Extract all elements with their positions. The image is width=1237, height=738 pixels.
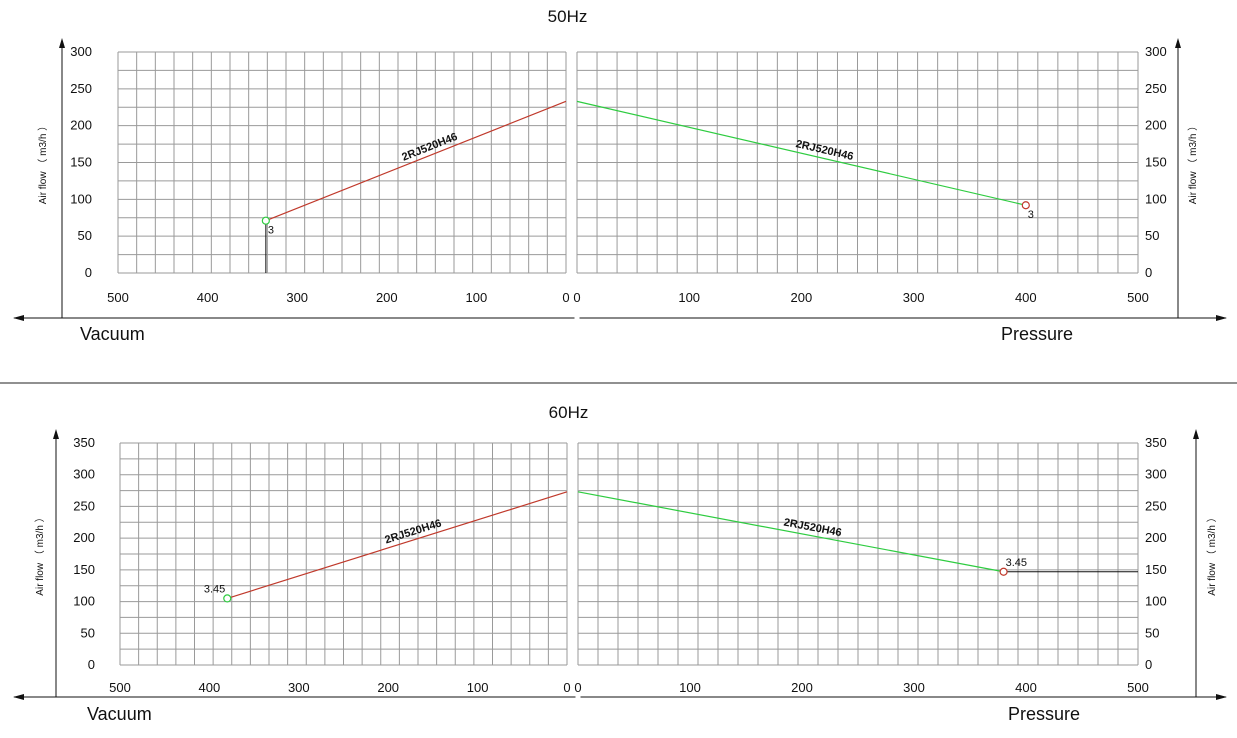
pressure-label: Pressure — [1008, 704, 1080, 724]
y-axis-label-right: Air flow （ m3/h ） — [1187, 121, 1199, 204]
vacuum-x-tick-label: 0 — [563, 680, 570, 695]
vacuum-x-tick-label: 300 — [286, 290, 308, 305]
vacuum-label: Vacuum — [80, 324, 145, 344]
y-tick-label-right: 0 — [1145, 265, 1152, 280]
y-axis-label-left: Air flow （ m3/h ） — [34, 512, 46, 595]
y-tick-label-left: 0 — [88, 657, 95, 672]
y-tick-label-left: 100 — [73, 594, 95, 609]
y-tick-label-left: 200 — [73, 530, 95, 545]
y-axis-label-right: Air flow （ m3/h ） — [1206, 512, 1218, 595]
y-tick-label-right: 150 — [1145, 562, 1167, 577]
pressure-x-tick-label: 500 — [1127, 680, 1149, 695]
pressure-end-marker-label: 3 — [1028, 209, 1034, 221]
y-tick-label-right: 100 — [1145, 191, 1167, 206]
pressure-end-marker — [1021, 201, 1030, 210]
chart-title: 60Hz — [549, 403, 589, 422]
y-tick-label-left: 150 — [70, 155, 92, 170]
grid-lines — [119, 442, 1139, 666]
y-tick-label-right: 50 — [1145, 625, 1159, 640]
pressure-series-line — [576, 100, 1026, 206]
y-axis-right-arrow — [1193, 429, 1199, 439]
pressure-series-name: 2RJ520H46 — [795, 138, 855, 163]
y-tick-label-right: 350 — [1145, 435, 1167, 450]
y-tick-label-right: 50 — [1145, 228, 1159, 243]
y-axis-left-arrow — [59, 38, 65, 48]
y-tick-label-right: 0 — [1145, 657, 1152, 672]
vacuum-x-tick-label: 400 — [199, 680, 221, 695]
x-axis-right-arrow — [1216, 315, 1227, 321]
pressure-x-tick-label: 500 — [1127, 290, 1149, 305]
y-tick-label-left: 350 — [73, 435, 95, 450]
pressure-x-tick-label: 300 — [903, 290, 925, 305]
y-axis-right-arrow — [1175, 38, 1181, 48]
y-tick-label-left: 300 — [70, 44, 92, 59]
y-tick-label-left: 250 — [70, 81, 92, 96]
y-tick-label-right: 100 — [1145, 594, 1167, 609]
pressure-x-tick-label: 100 — [679, 680, 701, 695]
vacuum-x-tick-label: 200 — [377, 680, 399, 695]
chart-title: 50Hz — [548, 7, 588, 26]
vacuum-end-marker-label: 3 — [268, 225, 274, 237]
vacuum-x-tick-label: 0 — [562, 290, 569, 305]
vacuum-series-line — [227, 491, 568, 599]
y-tick-label-right: 250 — [1145, 81, 1167, 96]
y-tick-label-right: 300 — [1145, 44, 1167, 59]
vacuum-x-tick-label: 500 — [107, 290, 129, 305]
x-axis-left-arrow — [13, 694, 24, 700]
pressure-end-marker — [999, 567, 1008, 576]
y-tick-label-left: 100 — [70, 191, 92, 206]
y-axis-label-left: Air flow （ m3/h ） — [37, 121, 49, 204]
vacuum-series-name: 2RJ520H46 — [383, 517, 443, 546]
vacuum-x-tick-label: 100 — [466, 290, 488, 305]
y-tick-label-left: 50 — [81, 625, 95, 640]
y-tick-label-left: 150 — [73, 562, 95, 577]
y-tick-label-left: 200 — [70, 118, 92, 133]
y-tick-label-right: 250 — [1145, 498, 1167, 513]
y-tick-label-right: 200 — [1145, 530, 1167, 545]
vacuum-series-line — [265, 100, 567, 222]
pressure-x-tick-label: 400 — [1015, 290, 1037, 305]
pressure-x-tick-label: 400 — [1015, 680, 1037, 695]
pressure-end-marker-label: 3.45 — [1006, 557, 1027, 569]
vacuum-end-marker — [261, 216, 270, 225]
y-tick-label-left: 300 — [73, 467, 95, 482]
vacuum-x-tick-label: 300 — [288, 680, 310, 695]
pressure-x-tick-label: 0 — [574, 680, 581, 695]
x-axis-left-arrow — [13, 315, 24, 321]
y-tick-label-right: 300 — [1145, 467, 1167, 482]
y-tick-label-left: 50 — [78, 228, 92, 243]
y-axis-left-arrow — [53, 429, 59, 439]
vacuum-x-tick-label: 200 — [376, 290, 398, 305]
y-tick-label-left: 0 — [85, 265, 92, 280]
x-axis-right-arrow — [1216, 694, 1227, 700]
y-tick-label-right: 200 — [1145, 118, 1167, 133]
y-tick-label-left: 250 — [73, 498, 95, 513]
pressure-series-line — [577, 491, 1004, 573]
vacuum-label: Vacuum — [87, 704, 152, 724]
pressure-x-tick-label: 200 — [791, 290, 813, 305]
pressure-x-tick-label: 100 — [678, 290, 700, 305]
pressure-x-tick-label: 300 — [903, 680, 925, 695]
vacuum-x-tick-label: 500 — [109, 680, 131, 695]
grid-lines — [117, 51, 1139, 274]
vacuum-x-tick-label: 100 — [467, 680, 489, 695]
vacuum-end-marker-label: 3.45 — [204, 583, 225, 595]
vacuum-x-tick-label: 400 — [197, 290, 219, 305]
pressure-x-tick-label: 200 — [791, 680, 813, 695]
pressure-x-tick-label: 0 — [573, 290, 580, 305]
pressure-label: Pressure — [1001, 324, 1073, 344]
y-tick-label-right: 150 — [1145, 155, 1167, 170]
vacuum-end-marker — [223, 594, 232, 603]
